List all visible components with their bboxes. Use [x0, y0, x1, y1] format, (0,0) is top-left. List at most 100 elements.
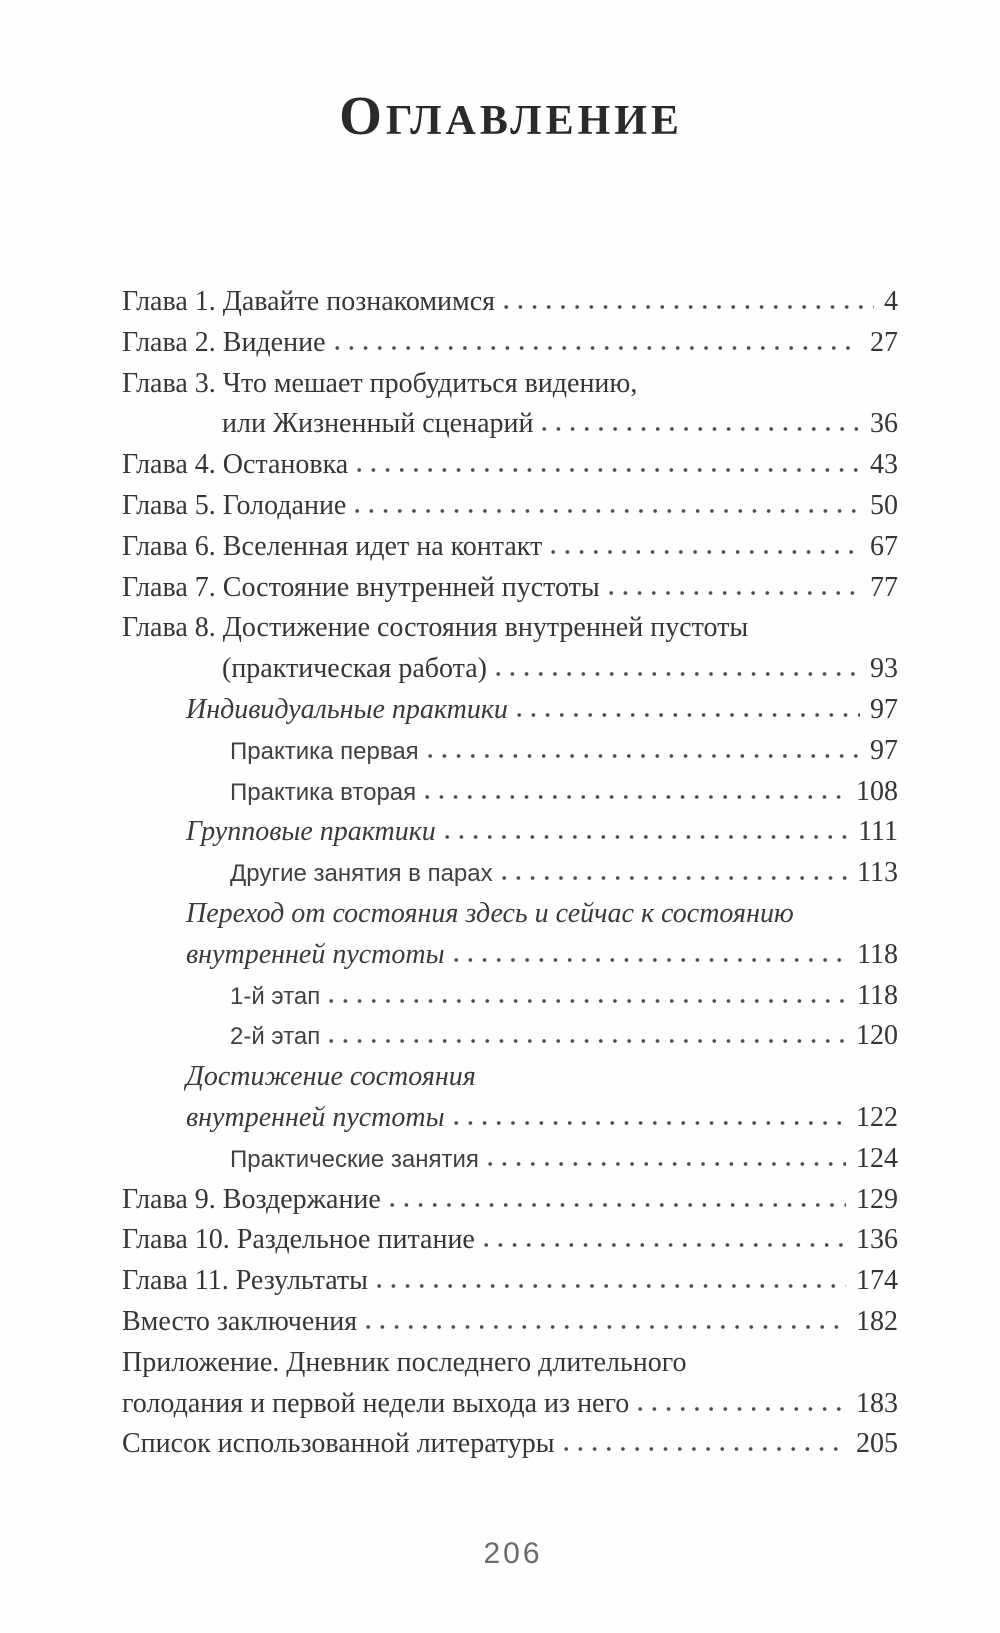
toc-line: Глава 10. Раздельное питание 136 [122, 1220, 898, 1261]
toc-entry-text: Практические занятия [230, 1145, 479, 1173]
toc-page-number: 174 [856, 1265, 898, 1297]
toc-page-number: 36 [870, 408, 898, 440]
toc-line: Групповые практики 111 [122, 812, 898, 853]
toc-page-number: 124 [856, 1142, 898, 1174]
dot-leader [551, 548, 860, 555]
toc-entry-text: Глава 9. Воздержание [122, 1183, 381, 1215]
dot-leader [366, 1323, 846, 1330]
toc-line: Глава 5. Голодание 50 [122, 486, 898, 527]
toc-page-number: 118 [857, 938, 898, 970]
toc-line: Глава 9. Воздержание 129 [122, 1180, 898, 1221]
toc-entry-text: Глава 1. Давайте познакомимся [122, 286, 496, 317]
toc-line: внутренней пустоты 118 [122, 935, 898, 976]
toc-page-number: 50 [870, 489, 898, 521]
toc-line: Приложение. Дневник последнего длительно… [122, 1343, 898, 1384]
toc-line: Глава 7. Состояние внутренней пустоты 77 [122, 568, 898, 609]
toc-page-number: 97 [870, 734, 898, 766]
toc-line: голодания и первой недели выхода из него… [122, 1384, 898, 1425]
toc-line: Глава 2. Видение 27 [122, 323, 898, 364]
toc-page-number: 113 [857, 857, 898, 889]
table-of-contents: Глава 1. Давайте познакомимся 4 Глава 2. В… [122, 282, 898, 1465]
dot-leader [501, 875, 848, 882]
dot-leader [329, 997, 848, 1004]
toc-line: Достижение состояния [122, 1057, 898, 1098]
toc-entry-text: Глава 8. Достижение состояния внутренней… [122, 612, 749, 644]
dot-leader [444, 834, 849, 841]
toc-page-number: 4 [884, 286, 898, 317]
dot-leader [376, 1283, 846, 1290]
dot-leader [427, 752, 860, 759]
toc-line: Глава 6. Вселенная идет на контакт 67 [122, 527, 898, 568]
toc-entry-text: Вместо заключения [122, 1305, 358, 1337]
toc-page-number: 67 [870, 530, 898, 562]
toc-entry-text: Список использованной литературы [122, 1428, 555, 1460]
toc-line: Глава 3. Что мешает пробудиться видению, [122, 364, 898, 405]
toc-entry-text: (практическая работа) [222, 653, 487, 685]
dot-leader [563, 1446, 846, 1453]
toc-line: Глава 4. Остановка 43 [122, 445, 898, 486]
toc-line: Переход от состояния здесь и сейчас к со… [122, 894, 898, 935]
toc-entry-text: Практика вторая [230, 778, 417, 806]
toc-entry-text: Достижение состояния [186, 1061, 476, 1093]
dot-leader [334, 344, 860, 351]
toc-entry-text: или Жизненный сценарий [222, 408, 534, 440]
dot-leader [453, 1119, 846, 1126]
toc-entry-text: внутренней пустоты [186, 938, 445, 970]
toc-entry-text: Переход от состояния здесь и сейчас к со… [186, 897, 794, 929]
toc-entry-text: Групповые практики [186, 816, 436, 848]
toc-entry-text: Глава 2. Видение [122, 326, 326, 358]
dot-leader [483, 1242, 846, 1249]
toc-page-number: 120 [856, 1020, 898, 1052]
toc-page-number: 43 [870, 449, 898, 481]
toc-line: Глава 1. Давайте познакомимся 4 [122, 282, 898, 323]
dot-leader [504, 304, 874, 310]
toc-entry-text: Глава 5. Голодание [122, 489, 347, 521]
toc-line: (практическая работа) 93 [122, 649, 898, 690]
toc-line: Глава 8. Достижение состояния внутренней… [122, 608, 898, 649]
toc-line: внутренней пустоты 122 [122, 1098, 898, 1139]
toc-entry-text: Глава 11. Результаты [122, 1265, 368, 1297]
toc-entry-text: Практика первая [230, 737, 419, 765]
toc-page-number: 108 [856, 775, 898, 807]
dot-leader [542, 426, 860, 433]
toc-page-number: 136 [856, 1224, 898, 1256]
toc-entry-text: голодания и первой недели выхода из него [122, 1387, 630, 1419]
toc-line: 2-й этап 120 [122, 1016, 898, 1057]
toc-page-number: 97 [870, 693, 898, 725]
toc-entry-text: Глава 4. Остановка [122, 449, 349, 481]
toc-line: Индивидуальные практики 97 [122, 690, 898, 731]
toc-entry-text: Приложение. Дневник последнего длительно… [122, 1346, 687, 1378]
toc-line: Список использованной литературы 205 [122, 1424, 898, 1465]
toc-entry-text: 1-й этап [230, 982, 321, 1010]
dot-leader [608, 589, 860, 596]
toc-line: или Жизненный сценарий 36 [122, 404, 898, 445]
toc-page-number: 122 [856, 1101, 898, 1133]
toc-entry-text: Глава 10. Раздельное питание [122, 1224, 475, 1256]
toc-page-number: 27 [870, 326, 898, 358]
toc-entry-text: Глава 7. Состояние внутренней пустоты [122, 571, 600, 603]
toc-entry-text: Другие занятия в парах [230, 860, 493, 888]
toc-page-number: 129 [856, 1183, 898, 1215]
toc-line: Практика вторая 108 [122, 772, 898, 813]
toc-entry-text: Индивидуальные практики [186, 693, 508, 725]
dot-leader [495, 671, 860, 678]
toc-line: Практические занятия 124 [122, 1139, 898, 1180]
toc-page-number: 111 [858, 816, 898, 848]
dot-leader [355, 507, 860, 514]
toc-entry-text: внутренней пустоты [186, 1101, 445, 1133]
dot-leader [357, 467, 860, 474]
folio-page-number: 206 [483, 1537, 543, 1570]
dot-leader [516, 711, 860, 718]
dot-leader [487, 1160, 846, 1167]
dot-leader [389, 1201, 846, 1208]
dot-leader [329, 1038, 846, 1045]
toc-line: Другие занятия в парах 113 [122, 853, 898, 894]
toc-page-number: 183 [856, 1387, 898, 1419]
toc-line: Практика первая 97 [122, 731, 898, 772]
toc-page-number: 205 [856, 1428, 898, 1460]
toc-line: 1-й этап 118 [122, 976, 898, 1017]
dot-leader [453, 956, 848, 963]
dot-leader [638, 1405, 846, 1412]
toc-page-number: 77 [870, 571, 898, 603]
toc-entry-text: 2-й этап [230, 1023, 321, 1051]
